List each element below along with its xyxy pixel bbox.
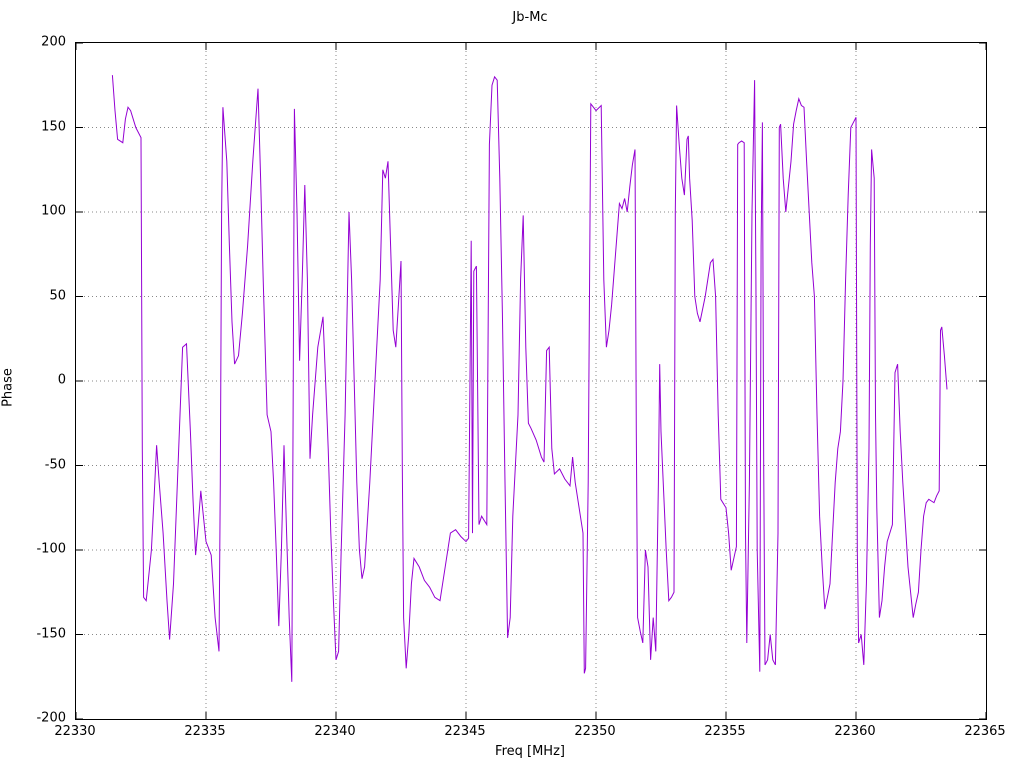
x-tick-label: 22360 xyxy=(834,724,876,739)
x-tick-label: 22350 xyxy=(574,724,616,739)
phase-series-line xyxy=(111,75,948,682)
chart-title: Jb-Mc xyxy=(512,10,548,25)
y-tick-label: -150 xyxy=(36,626,66,641)
y-tick-label: 100 xyxy=(41,203,66,219)
y-tick-label: 200 xyxy=(41,34,66,50)
y-tick-label: -50 xyxy=(44,457,66,472)
y-axis-label: Phase xyxy=(0,368,16,407)
x-tick-label: 22330 xyxy=(54,724,96,739)
x-tick-label: 22355 xyxy=(704,724,746,739)
x-tick-label: 22345 xyxy=(444,724,486,739)
x-axis-label: Freq [MHz] xyxy=(495,744,565,759)
y-tick-label: 150 xyxy=(41,119,66,134)
y-tick-label: -100 xyxy=(36,541,66,557)
plot-canvas xyxy=(76,43,986,719)
x-tick-label: 22340 xyxy=(314,724,356,739)
y-tick-label: 0 xyxy=(57,372,66,388)
y-tick-label: -200 xyxy=(36,710,66,726)
plot-area xyxy=(75,42,987,720)
x-tick-label: 22335 xyxy=(184,724,226,739)
x-tick-label: 22365 xyxy=(964,724,1006,739)
y-tick-label: 50 xyxy=(49,288,66,303)
